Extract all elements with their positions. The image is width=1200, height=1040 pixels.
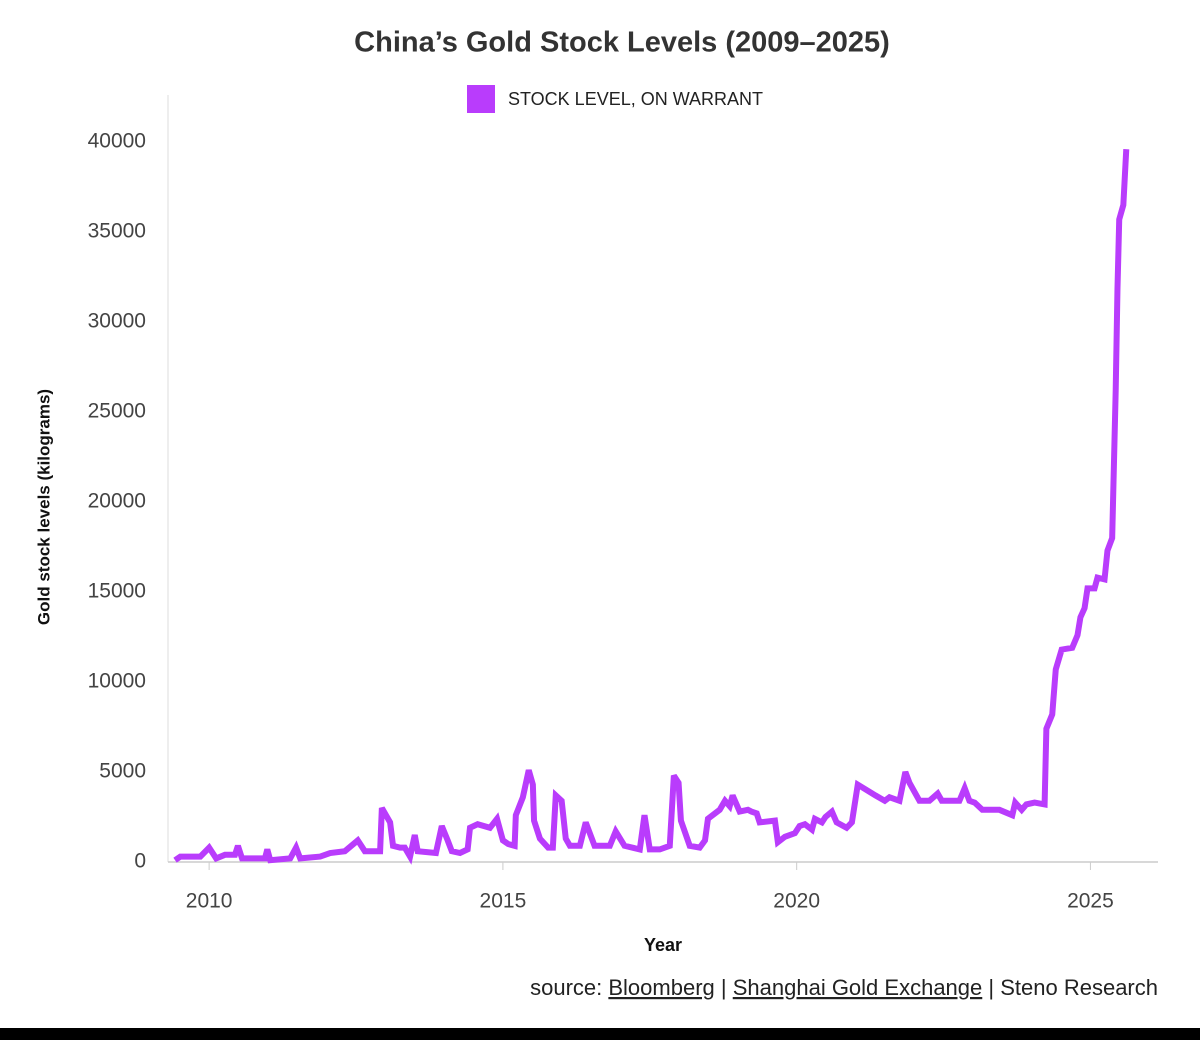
x-tick-label: 2010 <box>186 890 233 913</box>
y-tick-label: 20000 <box>88 490 146 513</box>
source-prefix: source: <box>530 975 602 1000</box>
y-axis-label: Gold stock levels (kilograms) <box>34 389 53 625</box>
y-tick-label: 40000 <box>88 130 146 153</box>
y-tick-label: 0 <box>134 850 146 873</box>
line-series <box>173 149 1130 865</box>
legend-label: STOCK LEVEL, ON WARRANT <box>508 89 763 109</box>
y-tick-label: 5000 <box>99 760 146 783</box>
y-tick-label: 10000 <box>88 670 146 693</box>
chart-title: China’s Gold Stock Levels (2009–2025) <box>354 27 890 59</box>
y-tick-label: 25000 <box>88 400 146 423</box>
source-link[interactable]: Shanghai Gold Exchange <box>733 975 983 1000</box>
y-tick-label: 15000 <box>88 580 146 603</box>
x-tick-label: 2015 <box>480 890 527 913</box>
source-suffix: Steno Research <box>1000 975 1158 1000</box>
x-axis-label: Year <box>644 935 682 955</box>
source: source: Bloomberg | Shanghai Gold Exchan… <box>530 975 1158 1000</box>
x-tick-label: 2025 <box>1067 890 1114 913</box>
x-tick-label: 2020 <box>773 890 820 913</box>
separator: | <box>721 975 727 1000</box>
source-link[interactable]: Bloomberg <box>608 975 714 1000</box>
bottom-bar <box>0 1028 1200 1040</box>
y-tick-label: 30000 <box>88 310 146 333</box>
legend-swatch <box>467 85 495 113</box>
y-tick-label: 35000 <box>88 220 146 243</box>
separator: | <box>988 975 994 1000</box>
